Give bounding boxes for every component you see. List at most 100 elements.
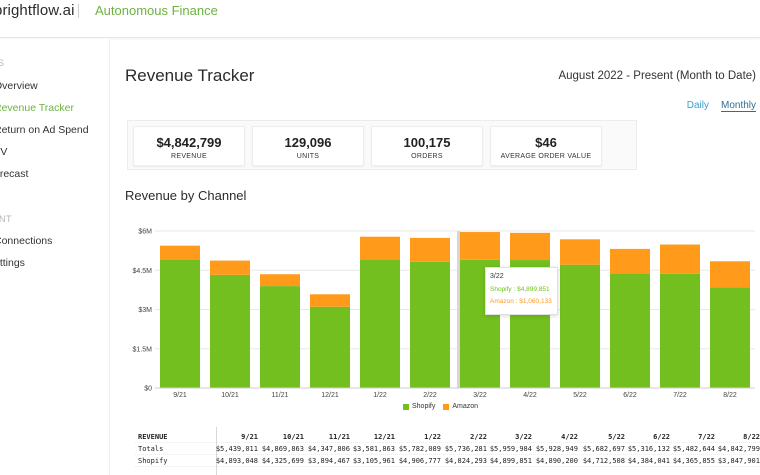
bar-shopify-5/22 xyxy=(560,264,600,388)
sidebar-item-ltv[interactable]: TV xyxy=(0,146,8,158)
y-tick-label: $0 xyxy=(144,386,152,393)
brand-tagline: Autonomous Finance xyxy=(95,3,218,18)
kpi-card-aov: $46 AVERAGE ORDER VALUE xyxy=(490,126,602,166)
revenue-chart: $0 $1.5M $3M $4.5M $6M 9/21 10/21 11/21 12/21 1/2… xyxy=(125,215,760,415)
kpi-value: $46 xyxy=(535,135,557,150)
bar-amazon-5/22 xyxy=(560,239,600,265)
x-tick-label: 3/22 xyxy=(473,392,487,399)
table-cell: $5,782,089 xyxy=(398,445,441,453)
x-tick-label: 9/21 xyxy=(173,392,187,399)
x-tick-label: 11/21 xyxy=(272,392,289,399)
table-cell: 8/22 xyxy=(743,433,760,441)
table-cell: 10/21 xyxy=(282,433,304,441)
table-row: REVENUE 9/21 10/21 11/21 12/21 1/22 2/22 3/22 4/… xyxy=(135,431,760,443)
table-cell: 1/22 xyxy=(424,433,441,441)
table-cell: 9/21 xyxy=(241,433,258,441)
sidebar-item-overview[interactable]: Overview xyxy=(0,80,38,92)
kpi-value: 129,096 xyxy=(284,135,332,150)
sidebar-item-settings[interactable]: ettings xyxy=(0,257,25,269)
x-tick-label: 7/22 xyxy=(673,392,687,399)
table-cell: $5,736,281 xyxy=(444,445,487,453)
kpi-card-revenue: $4,842,799 REVENUE xyxy=(133,126,245,166)
table-cell: $3,894,467 xyxy=(307,457,350,465)
y-tick-label: $6M xyxy=(138,229,152,236)
x-tick-label: 6/22 xyxy=(623,392,637,399)
table-cell: $4,899,851 xyxy=(489,457,532,465)
table-cell: $4,365,855 xyxy=(672,457,715,465)
bar-amazon-9/21 xyxy=(160,245,200,260)
kpi-value: 100,175 xyxy=(403,135,451,150)
top-bar: brightflow.ai Autonomous Finance xyxy=(0,0,760,38)
tooltip-amazon: Amazon : $1,060,133 xyxy=(490,298,552,305)
granularity-toggle: Daily Monthly xyxy=(687,100,756,112)
y-tick-label: $4.5M xyxy=(133,268,153,275)
y-tick-label: $3M xyxy=(138,307,152,314)
table-cell: 12/21 xyxy=(373,433,395,441)
table-cell: $3,581,863 xyxy=(352,445,395,453)
table-cell: $3,847,901 xyxy=(717,457,760,465)
kpi-label: UNITS xyxy=(296,153,320,160)
bar-amazon-3/22 xyxy=(460,232,500,260)
bar-amazon-1/22 xyxy=(360,236,400,260)
legend-label: Amazon xyxy=(452,403,479,410)
table-cell: $5,316,132 xyxy=(627,445,670,453)
table-cell: $4,890,200 xyxy=(535,457,578,465)
bar-shopify-2/22 xyxy=(410,261,450,388)
bar-shopify-7/22 xyxy=(660,273,700,388)
table-cell: $4,893,048 xyxy=(215,457,258,465)
bar-amazon-8/22 xyxy=(710,261,750,288)
page-title: Revenue Tracker xyxy=(125,66,255,85)
revenue-chart-svg: $0 $1.5M $3M $4.5M $6M 9/21 10/21 11/21 12/21 1/2… xyxy=(133,229,755,399)
bar-shopify-8/22 xyxy=(710,287,750,388)
sidebar-item-connections[interactable]: Connections xyxy=(0,235,53,247)
bar-shopify-12/21 xyxy=(310,306,350,388)
sidebar: TS Overview Revenue Tracker Return on Ad… xyxy=(0,39,110,475)
bar-shopify-9/21 xyxy=(160,259,200,388)
table-cell: $5,928,949 xyxy=(535,445,578,453)
kpi-value: $4,842,799 xyxy=(156,135,222,150)
revenue-table: REVENUE 9/21 10/21 11/21 12/21 1/22 2/22 3/22 4/… xyxy=(135,431,760,467)
tooltip-shopify: Shopify : $4,899,851 xyxy=(490,286,550,293)
table-cell: 6/22 xyxy=(653,433,670,441)
x-tick-label: 8/22 xyxy=(723,392,737,399)
x-tick-label: 5/22 xyxy=(573,392,587,399)
sidebar-section-account: UNT xyxy=(0,214,12,224)
sidebar-item-return-on-ad-spend[interactable]: Return on Ad Spend xyxy=(0,124,89,136)
bar-shopify-1/22 xyxy=(360,259,400,388)
legend-swatch-shopify xyxy=(403,403,409,410)
hover-band xyxy=(457,231,460,388)
bar-shopify-11/21 xyxy=(260,286,300,388)
bar-amazon-7/22 xyxy=(660,244,700,274)
table-row: Totals $5,439,011 $4,869,863 $4,347,806 $3,5… xyxy=(135,443,760,455)
table-cell: $4,869,863 xyxy=(261,445,304,453)
brand-logo[interactable]: brightflow.ai xyxy=(0,2,75,19)
chart-section-title: Revenue by Channel xyxy=(125,188,247,203)
row-label: REVENUE xyxy=(138,433,168,441)
bar-amazon-10/21 xyxy=(210,260,250,275)
bar-amazon-6/22 xyxy=(610,248,650,274)
date-range-label[interactable]: August 2022 - Present (Month to Date) xyxy=(558,70,756,82)
legend-item-amazon[interactable]: Amazon xyxy=(443,403,478,410)
table-cell: $5,439,011 xyxy=(215,445,258,453)
chart-legend: Shopify Amazon xyxy=(403,403,478,410)
granularity-daily[interactable]: Daily xyxy=(686,100,709,111)
table-cell: $4,347,806 xyxy=(307,445,350,453)
table-cell: 4/22 xyxy=(561,433,578,441)
kpi-label: ORDERS xyxy=(411,153,443,160)
table-cell: $5,959,984 xyxy=(489,445,532,453)
legend-label: Shopify xyxy=(412,403,436,410)
table-column-divider xyxy=(216,427,217,475)
sidebar-item-forecast[interactable]: orecast xyxy=(0,168,29,180)
table-row: Shopify $4,893,048 $4,325,699 $3,894,467 $3,… xyxy=(135,455,760,467)
bar-amazon-12/21 xyxy=(310,294,350,307)
kpi-strip: $4,842,799 REVENUE 129,096 UNITS 100,175… xyxy=(127,120,637,170)
legend-item-shopify[interactable]: Shopify xyxy=(403,403,435,410)
table-cell: $4,712,508 xyxy=(582,457,625,465)
legend-swatch-amazon xyxy=(443,403,450,410)
bar-amazon-4/22 xyxy=(510,232,550,261)
bar-shopify-10/21 xyxy=(210,274,250,388)
bar-shopify-6/22 xyxy=(610,273,650,388)
kpi-card-orders: 100,175 ORDERS xyxy=(371,126,483,166)
sidebar-item-revenue-tracker[interactable]: Revenue Tracker xyxy=(0,102,74,114)
granularity-monthly[interactable]: Monthly xyxy=(720,100,756,112)
